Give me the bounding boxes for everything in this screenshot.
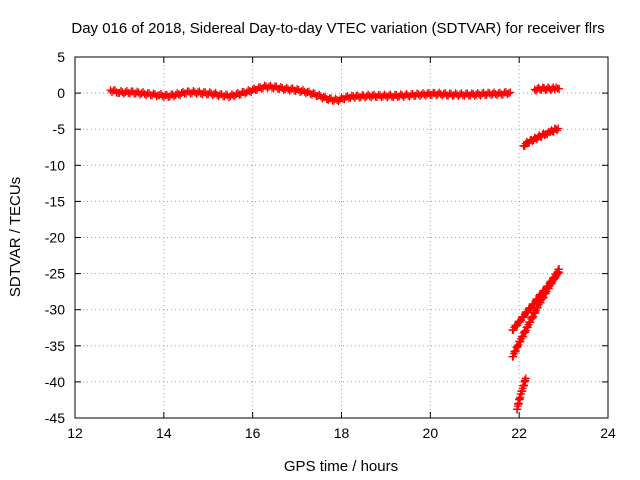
data-point: [546, 279, 555, 288]
data-point: [521, 328, 530, 337]
x-tick-label: 24: [600, 425, 616, 441]
x-tick-label: 14: [156, 425, 172, 441]
x-tick-label: 12: [67, 425, 83, 441]
y-tick-label: -25: [45, 266, 65, 282]
data-series: [508, 265, 564, 361]
x-tick-label: 22: [511, 425, 527, 441]
data-point: [526, 304, 535, 313]
y-tick-label: 5: [57, 49, 65, 65]
y-tick-label: -15: [45, 193, 65, 209]
data-point: [513, 342, 522, 351]
grid-lines: [75, 57, 608, 418]
y-tick-label: -35: [45, 338, 65, 354]
chart-title: Day 016 of 2018, Sidereal Day-to-day VTE…: [71, 20, 604, 37]
y-tick-label: -10: [45, 157, 65, 173]
data-point: [512, 322, 521, 331]
y-tick-label: -45: [45, 410, 65, 426]
data-point: [521, 374, 530, 383]
data-point: [529, 312, 538, 321]
data-point: [555, 265, 564, 274]
data-point: [549, 275, 558, 284]
y-tick-label: 0: [57, 85, 65, 101]
data-point: [538, 294, 547, 303]
data-point: [516, 317, 525, 326]
data-point: [554, 124, 563, 133]
y-tick-label: -20: [45, 230, 65, 246]
x-tick-label: 18: [334, 425, 350, 441]
y-tick-label: -5: [53, 121, 66, 137]
data-point: [511, 346, 520, 355]
data-point: [519, 332, 528, 341]
data-point: [511, 347, 520, 356]
axis-ticks: 12 14 16 18 20 22 24 5 0 -5 -10 -15 -20 -25 -30 -35 -40 -…: [45, 49, 616, 441]
y-tick-label: -30: [45, 302, 65, 318]
data-point: [555, 84, 564, 93]
y-tick-label: -40: [45, 374, 65, 390]
data-series: [106, 81, 515, 106]
data-series: [512, 374, 530, 414]
data-point: [553, 126, 562, 135]
data-point: [541, 288, 550, 297]
x-tick-label: 20: [423, 425, 439, 441]
data-series: [530, 83, 564, 95]
x-axis-label: GPS time / hours: [284, 458, 398, 475]
data-point: [528, 313, 537, 322]
data-point: [504, 89, 513, 98]
plot-frame: [74, 56, 609, 419]
data-series: [519, 124, 563, 151]
data-points: [106, 81, 564, 414]
x-tick-label: 16: [245, 425, 261, 441]
y-axis-label: SDTVAR / TECUs: [7, 177, 24, 297]
data-point: [506, 88, 515, 97]
data-point: [520, 327, 529, 336]
data-point: [549, 274, 558, 283]
data-point: [515, 317, 524, 326]
